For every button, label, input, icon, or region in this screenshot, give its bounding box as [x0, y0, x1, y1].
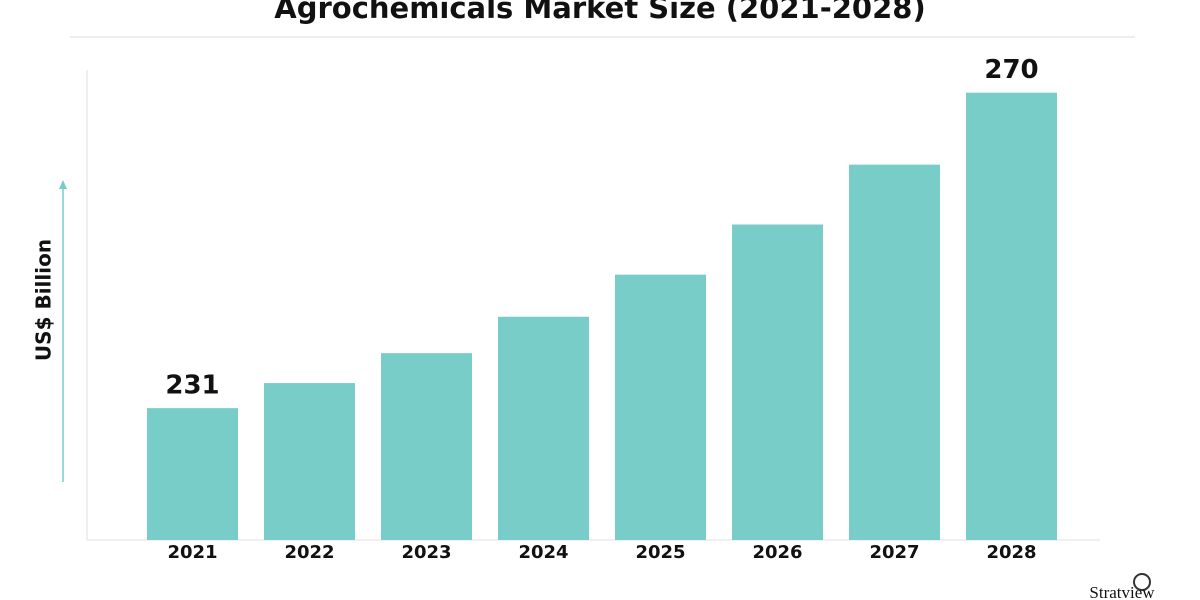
x-tick-label: 2026 [752, 542, 802, 563]
bar [732, 224, 823, 540]
bar [498, 316, 589, 540]
x-tick-label: 2023 [401, 542, 451, 563]
x-tick-label: 2027 [869, 542, 919, 563]
bar [264, 383, 355, 540]
axis-arrowhead [59, 180, 67, 189]
x-tick-label: 2022 [284, 542, 334, 563]
bar [849, 164, 940, 540]
logo: Stratview [1089, 583, 1155, 600]
bar [381, 353, 472, 540]
data-label: 231 [165, 371, 219, 401]
x-tick-label: 2024 [518, 542, 568, 563]
y-axis-label: US$ Billion [32, 239, 56, 361]
x-tick-label: 2028 [986, 542, 1036, 563]
logo-icon [1133, 573, 1151, 591]
chart-title: Agrochemicals Market Size (2021-2028) [274, 0, 925, 25]
bar [966, 92, 1057, 540]
bar [615, 274, 706, 540]
bar [147, 408, 238, 540]
x-tick-label: 2025 [635, 542, 685, 563]
data-label: 270 [984, 55, 1038, 85]
x-tick-label: 2021 [167, 542, 217, 563]
